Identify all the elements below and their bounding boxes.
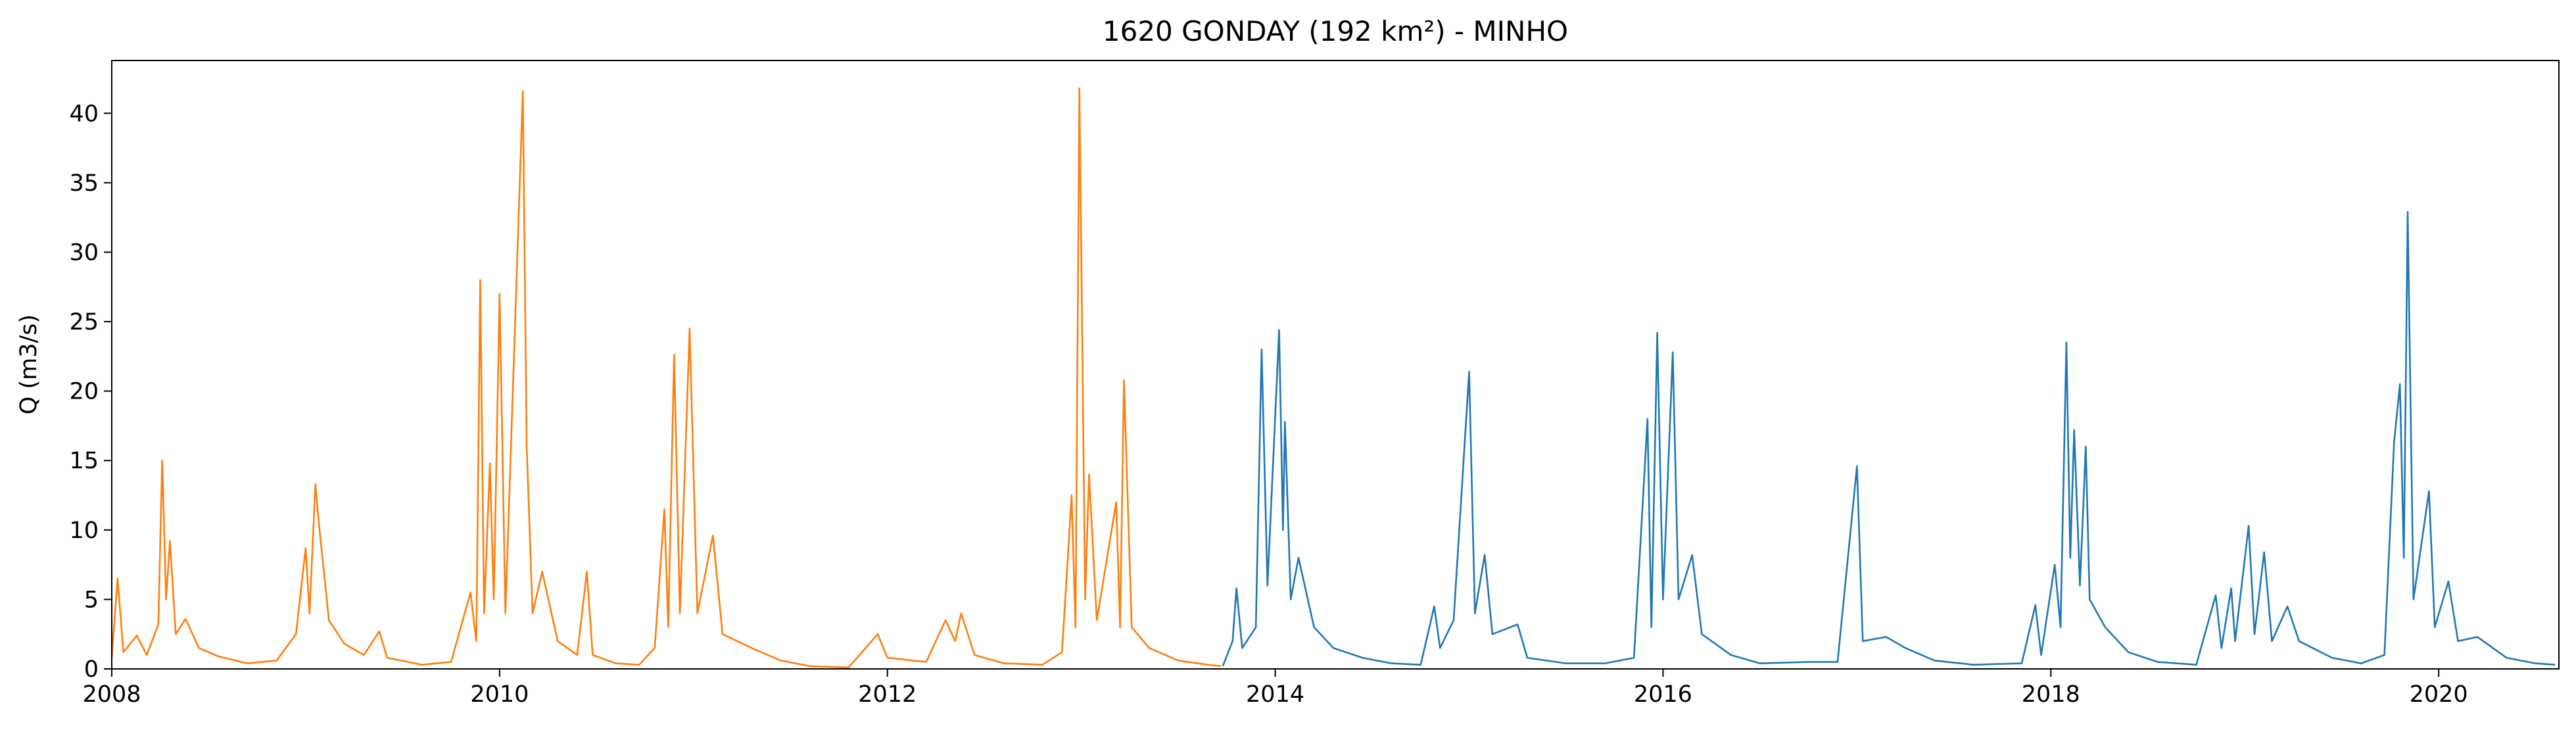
y-tick-label: 25 (69, 309, 99, 335)
x-tick-label: 2012 (858, 681, 917, 708)
chart-title: 1620 GONDAY (192 km²) - MINHO (1103, 15, 1568, 47)
y-tick-label: 20 (69, 379, 99, 405)
y-tick-label: 35 (69, 170, 99, 197)
y-tick-label: 40 (69, 101, 99, 127)
x-tick-label: 2020 (2410, 681, 2468, 708)
series-line (110, 87, 1222, 669)
y-tick-label: 30 (69, 239, 99, 266)
y-axis-label: Q (m3/s) (16, 314, 42, 414)
x-tick-label: 2008 (82, 681, 141, 708)
y-tick-label: 0 (84, 656, 99, 683)
y-tick-label: 10 (69, 518, 99, 544)
x-tick-label: 2016 (1634, 681, 1692, 708)
x-tick-label: 2014 (1246, 681, 1304, 708)
y-tick-label: 15 (69, 448, 99, 474)
y-tick-label: 5 (84, 587, 99, 613)
x-tick-label: 2018 (2022, 681, 2080, 708)
series-line (1222, 210, 2556, 667)
plot-frame (111, 60, 2560, 670)
x-tick-label: 2010 (470, 681, 529, 708)
